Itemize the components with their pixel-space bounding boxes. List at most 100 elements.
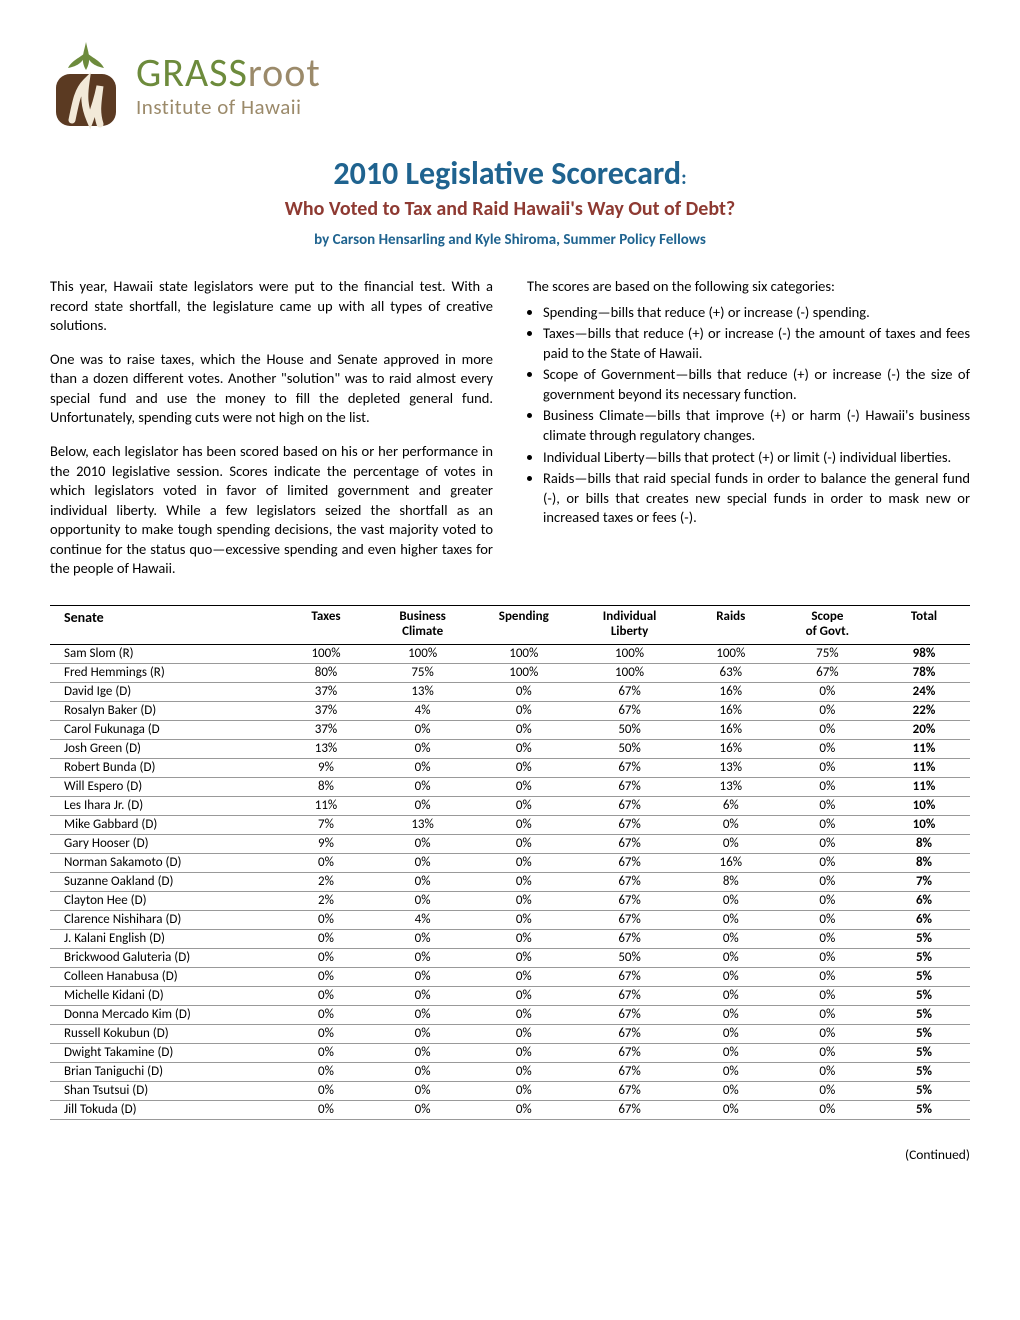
cell-spend: 0% <box>473 910 574 929</box>
table-row: Mike Gabbard (D)7%13%0%67%0%0%10% <box>50 815 970 834</box>
page-subtitle: Who Voted to Tax and Raid Hawaii's Way O… <box>50 197 970 221</box>
cell-spend: 0% <box>473 1043 574 1062</box>
cell-taxes: 37% <box>280 720 372 739</box>
cell-total: 11% <box>878 758 970 777</box>
logo-word-root: root <box>248 48 321 97</box>
cell-scope: 0% <box>777 872 878 891</box>
cell-lib: 67% <box>574 1043 684 1062</box>
cell-lib: 67% <box>574 701 684 720</box>
cell-total: 7% <box>878 872 970 891</box>
cell-total: 5% <box>878 1100 970 1119</box>
cell-name: Jill Tokuda (D) <box>50 1100 280 1119</box>
table-row: Fred Hemmings (R)80%75%100%100%63%67%78% <box>50 663 970 682</box>
cell-name: Shan Tsutsui (D) <box>50 1081 280 1100</box>
cell-taxes: 13% <box>280 739 372 758</box>
cell-spend: 100% <box>473 663 574 682</box>
cell-raids: 0% <box>685 1043 777 1062</box>
cell-spend: 0% <box>473 853 574 872</box>
table-row: Carol Fukunaga (D37%0%0%50%16%0%20% <box>50 720 970 739</box>
cell-lib: 50% <box>574 739 684 758</box>
cell-total: 5% <box>878 948 970 967</box>
cell-biz: 100% <box>372 644 473 663</box>
cell-raids: 8% <box>685 872 777 891</box>
cell-scope: 0% <box>777 967 878 986</box>
cell-spend: 0% <box>473 720 574 739</box>
cell-raids: 0% <box>685 834 777 853</box>
cell-taxes: 37% <box>280 682 372 701</box>
cell-name: Norman Sakamoto (D) <box>50 853 280 872</box>
cell-taxes: 0% <box>280 1043 372 1062</box>
cell-raids: 0% <box>685 1062 777 1081</box>
cell-scope: 0% <box>777 758 878 777</box>
cell-lib: 67% <box>574 929 684 948</box>
paragraph: This year, Hawaii state legislators were… <box>50 277 493 336</box>
logo-subtext: Institute of Hawaii <box>136 97 321 118</box>
continued-marker: (Continued) <box>50 1146 970 1163</box>
cell-scope: 67% <box>777 663 878 682</box>
cell-raids: 13% <box>685 777 777 796</box>
cell-lib: 67% <box>574 986 684 1005</box>
cell-taxes: 7% <box>280 815 372 834</box>
cell-total: 24% <box>878 682 970 701</box>
cell-taxes: 2% <box>280 891 372 910</box>
cell-name: Will Espero (D) <box>50 777 280 796</box>
cell-scope: 0% <box>777 777 878 796</box>
cell-name: Michelle Kidani (D) <box>50 986 280 1005</box>
cell-biz: 75% <box>372 663 473 682</box>
cell-lib: 67% <box>574 815 684 834</box>
cell-total: 11% <box>878 777 970 796</box>
col-business: BusinessClimate <box>372 605 473 644</box>
cell-lib: 67% <box>574 910 684 929</box>
cell-raids: 0% <box>685 948 777 967</box>
cell-biz: 0% <box>372 777 473 796</box>
cell-total: 5% <box>878 929 970 948</box>
table-row: Norman Sakamoto (D)0%0%0%67%16%0%8% <box>50 853 970 872</box>
cell-spend: 0% <box>473 739 574 758</box>
cell-biz: 0% <box>372 1081 473 1100</box>
cell-name: Russell Kokubun (D) <box>50 1024 280 1043</box>
title-colon: : <box>681 166 687 190</box>
cell-raids: 16% <box>685 739 777 758</box>
table-row: Robert Bunda (D)9%0%0%67%13%0%11% <box>50 758 970 777</box>
cell-biz: 13% <box>372 815 473 834</box>
table-row: Dwight Takamine (D)0%0%0%67%0%0%5% <box>50 1043 970 1062</box>
cell-taxes: 0% <box>280 929 372 948</box>
cell-name: Les Ihara Jr. (D) <box>50 796 280 815</box>
cell-lib: 67% <box>574 834 684 853</box>
cell-spend: 0% <box>473 872 574 891</box>
cell-raids: 0% <box>685 929 777 948</box>
cell-spend: 0% <box>473 967 574 986</box>
cell-raids: 0% <box>685 1005 777 1024</box>
category-item: Taxes—bills that reduce (+) or increase … <box>543 324 970 363</box>
cell-total: 5% <box>878 1081 970 1100</box>
cell-biz: 0% <box>372 853 473 872</box>
table-row: Rosalyn Baker (D)37%4%0%67%16%0%22% <box>50 701 970 720</box>
cell-lib: 67% <box>574 872 684 891</box>
cell-scope: 0% <box>777 1024 878 1043</box>
cell-scope: 0% <box>777 739 878 758</box>
cell-name: Robert Bunda (D) <box>50 758 280 777</box>
cell-lib: 67% <box>574 796 684 815</box>
cell-raids: 13% <box>685 758 777 777</box>
cell-total: 6% <box>878 910 970 929</box>
cell-taxes: 9% <box>280 758 372 777</box>
cell-spend: 0% <box>473 948 574 967</box>
cell-biz: 0% <box>372 986 473 1005</box>
cell-spend: 0% <box>473 986 574 1005</box>
cell-lib: 100% <box>574 663 684 682</box>
cell-taxes: 11% <box>280 796 372 815</box>
cell-scope: 0% <box>777 891 878 910</box>
logo-icon <box>50 40 122 130</box>
cell-biz: 0% <box>372 948 473 967</box>
cell-spend: 0% <box>473 701 574 720</box>
cell-taxes: 80% <box>280 663 372 682</box>
table-header-row: Senate Taxes BusinessClimate Spending In… <box>50 605 970 644</box>
cell-raids: 0% <box>685 967 777 986</box>
cell-scope: 0% <box>777 815 878 834</box>
cell-biz: 0% <box>372 758 473 777</box>
cell-scope: 0% <box>777 1043 878 1062</box>
cell-lib: 67% <box>574 777 684 796</box>
cell-spend: 0% <box>473 1005 574 1024</box>
cell-name: Brian Taniguchi (D) <box>50 1062 280 1081</box>
cell-biz: 0% <box>372 1024 473 1043</box>
